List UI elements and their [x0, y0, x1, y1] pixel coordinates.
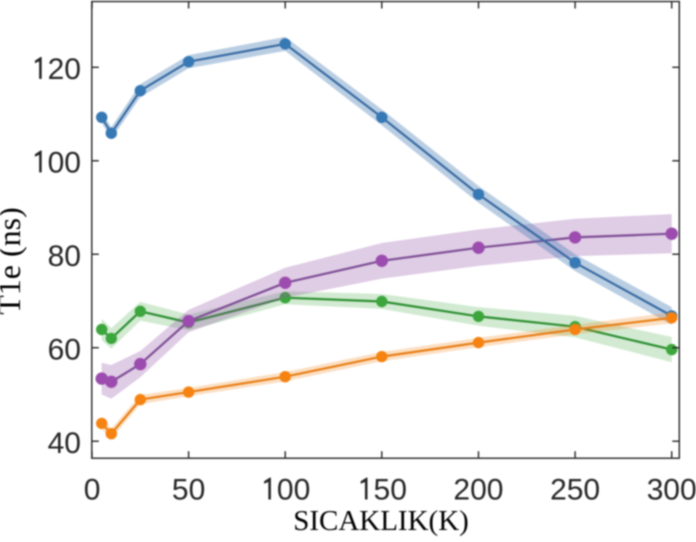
svg-text:SICAKLIK(K): SICAKLIK(K) — [293, 505, 469, 537]
svg-text:60: 60 — [48, 333, 81, 366]
svg-text:20: 20 — [48, 53, 81, 86]
svg-text:00: 00 — [48, 146, 81, 179]
svg-text:T1e (ns): T1e (ns) — [0, 207, 27, 315]
svg-text:80: 80 — [48, 240, 81, 273]
svg-text:200: 200 — [453, 474, 503, 507]
svg-text:300: 300 — [647, 474, 696, 507]
svg-text:0: 0 — [84, 474, 101, 507]
svg-text:40: 40 — [48, 427, 81, 460]
svg-text:50: 50 — [172, 474, 205, 507]
svg-text:50: 50 — [374, 474, 407, 507]
svg-text:00: 00 — [277, 474, 310, 507]
svg-text:250: 250 — [550, 474, 600, 507]
